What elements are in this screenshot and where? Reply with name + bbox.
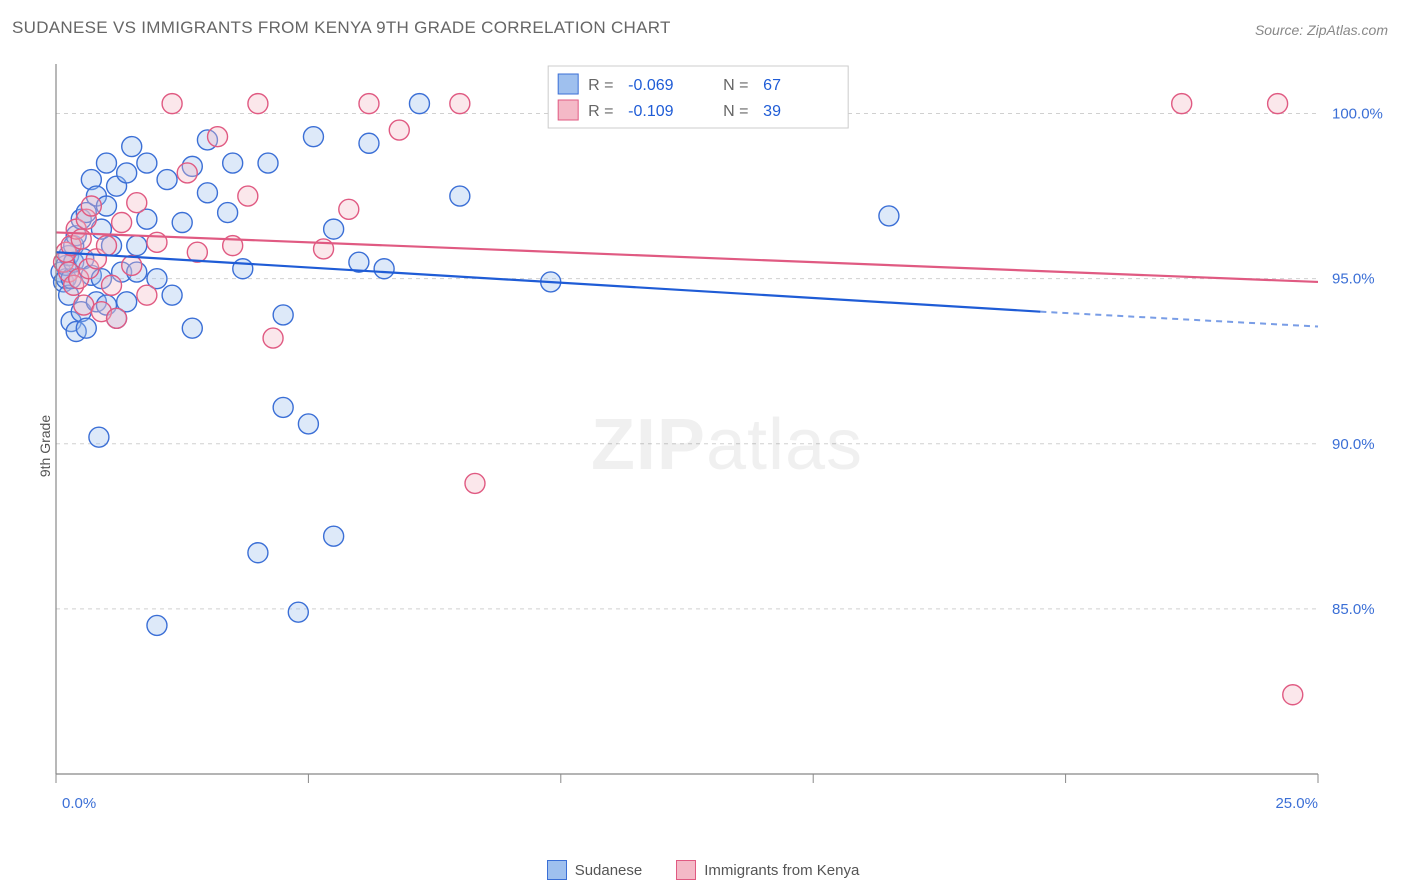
scatter-point <box>374 259 394 279</box>
scatter-point <box>162 285 182 305</box>
y-tick-label: 85.0% <box>1332 601 1375 618</box>
scatter-point <box>107 308 127 328</box>
y-tick-label: 100.0% <box>1332 106 1383 123</box>
scatter-point <box>81 196 101 216</box>
scatter-point <box>273 397 293 417</box>
scatter-point <box>324 526 344 546</box>
y-tick-label: 95.0% <box>1332 271 1375 288</box>
scatter-point <box>233 259 253 279</box>
scatter-point <box>127 193 147 213</box>
scatter-point <box>187 242 207 262</box>
scatter-point <box>102 275 122 295</box>
scatter-point <box>182 318 202 338</box>
scatter-point <box>238 186 258 206</box>
stats-legend-r-value: -0.109 <box>628 103 673 120</box>
scatter-point <box>147 615 167 635</box>
stats-legend-swatch <box>558 100 578 120</box>
stats-legend-r-value: -0.069 <box>628 77 673 94</box>
scatter-point <box>409 94 429 114</box>
scatter-point <box>465 473 485 493</box>
scatter-point <box>137 285 157 305</box>
chart-title: SUDANESE VS IMMIGRANTS FROM KENYA 9TH GR… <box>12 18 671 38</box>
scatter-point <box>122 255 142 275</box>
watermark: ZIPatlas <box>591 405 863 485</box>
scatter-point <box>218 203 238 223</box>
scatter-point <box>359 133 379 153</box>
scatter-point <box>1172 94 1192 114</box>
scatter-point <box>258 153 278 173</box>
legend-swatch-a <box>547 860 567 880</box>
legend-item-series-b: Immigrants from Kenya <box>676 860 859 880</box>
scatter-point <box>76 318 96 338</box>
scatter-point <box>389 120 409 140</box>
scatter-point <box>157 170 177 190</box>
scatter-point <box>248 94 268 114</box>
scatter-point <box>298 414 318 434</box>
scatter-point <box>450 186 470 206</box>
scatter-point <box>89 427 109 447</box>
scatter-point <box>137 153 157 173</box>
trend-line-extrapolated <box>1040 312 1318 327</box>
scatter-point <box>1283 685 1303 705</box>
trend-line <box>56 252 1040 311</box>
scatter-point <box>248 543 268 563</box>
stats-legend-n-label: N = <box>723 103 748 120</box>
scatter-point <box>197 183 217 203</box>
scatter-point <box>303 127 323 147</box>
plot-area: 85.0% 90.0% 95.0% 100.0% ZIPatlas 0.0% 25.0% R … <box>48 54 1386 814</box>
scatter-point <box>71 229 91 249</box>
scatter-chart-svg: 85.0% 90.0% 95.0% 100.0% ZIPatlas 0.0% 25.0% R … <box>48 54 1386 814</box>
scatter-point <box>162 94 182 114</box>
scatter-point <box>127 236 147 256</box>
source-label: Source: <box>1255 22 1303 38</box>
scatter-point <box>122 137 142 157</box>
stats-legend-r-label: R = <box>588 77 613 94</box>
scatter-point <box>359 94 379 114</box>
scatter-point <box>96 236 116 256</box>
stats-legend-r-label: R = <box>588 103 613 120</box>
scatter-point <box>96 153 116 173</box>
scatter-point <box>450 94 470 114</box>
scatter-point <box>879 206 899 226</box>
stats-legend-n-value: 39 <box>763 103 781 120</box>
source-value: ZipAtlas.com <box>1307 22 1388 38</box>
x-tick-label: 25.0% <box>1275 795 1318 812</box>
scatter-point <box>339 199 359 219</box>
stats-legend-swatch <box>558 74 578 94</box>
chart-container: SUDANESE VS IMMIGRANTS FROM KENYA 9TH GR… <box>0 0 1406 892</box>
legend-label-a: Sudanese <box>575 862 643 879</box>
legend-item-series-a: Sudanese <box>547 860 643 880</box>
scatter-point <box>112 213 132 233</box>
legend-label-b: Immigrants from Kenya <box>704 862 859 879</box>
stats-legend-n-value: 67 <box>763 77 781 94</box>
scatter-point <box>263 328 283 348</box>
scatter-point <box>208 127 228 147</box>
scatter-point <box>324 219 344 239</box>
bottom-legend: Sudanese Immigrants from Kenya <box>0 860 1406 880</box>
y-tick-label: 90.0% <box>1332 436 1375 453</box>
scatter-point <box>1268 94 1288 114</box>
scatter-point <box>288 602 308 622</box>
legend-swatch-b <box>676 860 696 880</box>
x-tick-label: 0.0% <box>62 795 96 812</box>
scatter-point <box>177 163 197 183</box>
source-attribution: Source: ZipAtlas.com <box>1255 22 1388 38</box>
scatter-point <box>172 213 192 233</box>
scatter-point <box>223 153 243 173</box>
stats-legend-n-label: N = <box>723 77 748 94</box>
scatter-point <box>273 305 293 325</box>
scatter-point <box>117 163 137 183</box>
